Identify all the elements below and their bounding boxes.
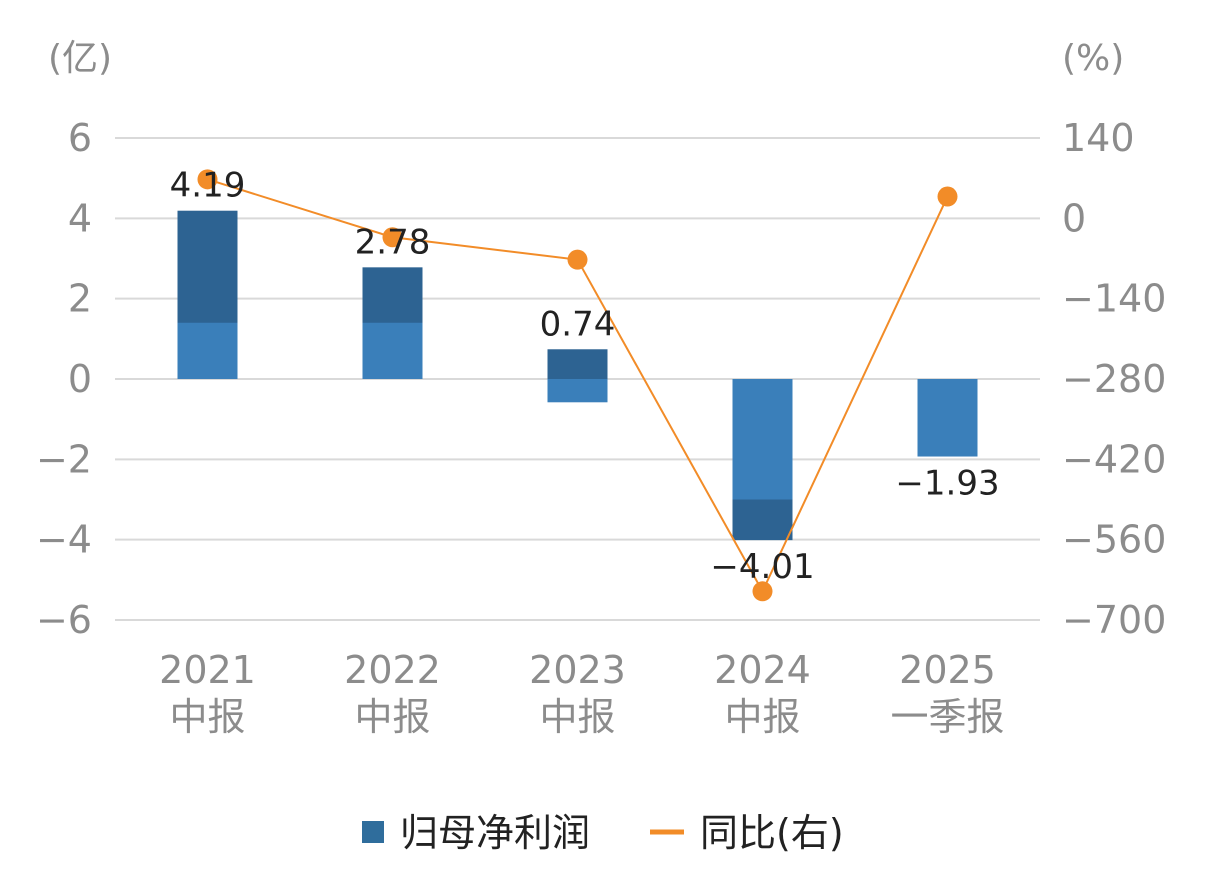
left-tick-label: 6: [68, 116, 92, 160]
left-tick-label: −6: [36, 598, 92, 642]
bar-segment: [732, 499, 793, 541]
bar-value-label: 4.19: [170, 166, 246, 206]
legend: 归母净利润 同比(右): [362, 811, 844, 855]
data-labels: 4.19 2.78 0.74 −4.01 −1.93: [170, 166, 1000, 587]
x-tick-label: 2021: [159, 648, 256, 692]
line-series: [197, 169, 958, 602]
line-point: [752, 581, 773, 602]
line-point: [382, 227, 403, 248]
left-tick-label: 0: [68, 357, 92, 401]
bar: [917, 379, 978, 457]
x-tick-label: 2025: [899, 648, 996, 692]
right-tick-label: −420: [1062, 437, 1166, 481]
left-tick-label: −4: [36, 518, 92, 562]
x-tick-label: 中报: [539, 695, 615, 739]
right-tick-label: −700: [1062, 598, 1166, 642]
bar-segment: [547, 379, 608, 403]
left-tick-label: −2: [36, 437, 92, 481]
right-tick-label: −280: [1062, 357, 1166, 401]
left-axis-ticks: 6 4 2 0 −2 −4 −6: [36, 116, 92, 642]
bar-series: [177, 210, 978, 541]
bar-segment: [362, 322, 423, 379]
left-tick-label: 2: [68, 277, 92, 321]
x-tick-label: 一季报: [890, 695, 1004, 739]
right-tick-label: −140: [1062, 277, 1166, 321]
right-tick-label: −560: [1062, 518, 1166, 562]
right-tick-label: 140: [1062, 116, 1135, 160]
line-point: [567, 249, 588, 270]
x-tick-label: 中报: [169, 695, 245, 739]
line-point: [197, 169, 218, 190]
bar-value-label: −4.01: [710, 547, 814, 587]
bar: [547, 349, 608, 379]
x-tick-label: 中报: [354, 695, 430, 739]
left-axis-unit: (亿): [48, 38, 112, 79]
bar-segment: [177, 322, 238, 379]
legend-swatch-profit: [362, 821, 384, 843]
left-tick-label: 4: [68, 196, 92, 240]
x-tick-label: 2023: [529, 648, 626, 692]
bar-value-label: 2.78: [355, 222, 431, 262]
bar-value-label: 0.74: [540, 304, 616, 344]
right-axis-unit: (%): [1062, 38, 1124, 79]
x-tick-label: 2022: [344, 648, 441, 692]
line-point: [937, 186, 958, 207]
right-tick-label: 0: [1062, 196, 1086, 240]
legend-label-yoy: 同比(右): [700, 811, 844, 855]
x-tick-label: 2024: [714, 648, 811, 692]
bar-value-label: −1.93: [895, 464, 999, 504]
gridlines: [115, 137, 1040, 621]
right-axis-ticks: 140 0 −140 −280 −420 −560 −700: [1062, 116, 1166, 642]
legend-label-profit: 归母净利润: [400, 811, 590, 855]
x-tick-label: 中报: [724, 695, 800, 739]
